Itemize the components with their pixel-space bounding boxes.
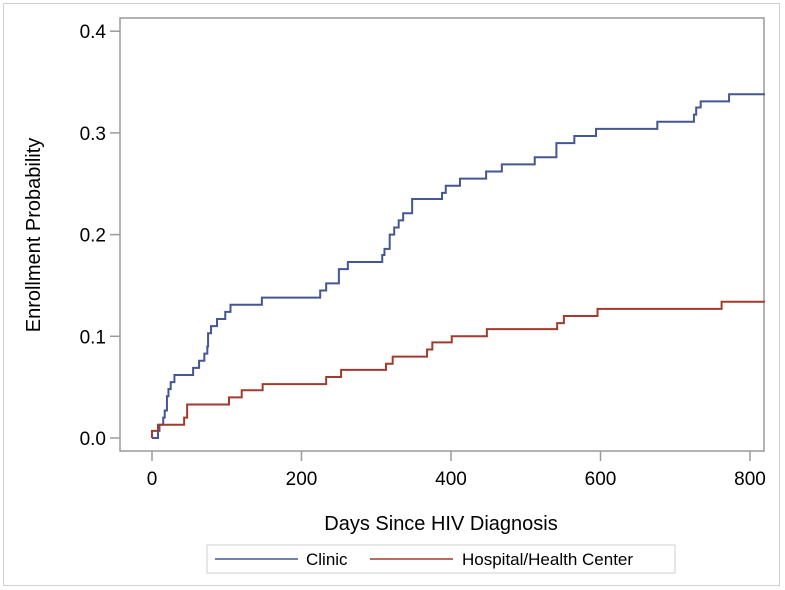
series-line-clinic [152, 93, 765, 439]
x-axis: 0 200 400 600 800 [147, 451, 766, 490]
plot-area [119, 17, 765, 452]
y-tick-label: 0.1 [80, 327, 106, 348]
x-axis-title: Days Since HIV Diagnosis [324, 513, 557, 535]
legend-label-hospital: Hospital/Health Center [462, 550, 633, 569]
y-axis-title: Enrollment Probability [23, 138, 45, 333]
y-tick-label: 0.2 [80, 226, 106, 247]
y-tick-label: 0.0 [80, 429, 106, 450]
series-group [151, 93, 765, 439]
series-line-hospital [151, 300, 765, 438]
legend: Clinic Hospital/Health Center [206, 544, 676, 574]
y-axis: 0.0 0.1 0.2 0.3 0.4 [80, 22, 120, 450]
x-tick-label: 400 [435, 469, 467, 490]
x-tick-label: 800 [734, 469, 766, 490]
y-tick-label: 0.3 [80, 124, 106, 145]
x-tick-label: 0 [147, 469, 158, 490]
x-tick-label: 600 [585, 469, 617, 490]
legend-label-clinic: Clinic [306, 550, 348, 569]
y-tick-label: 0.4 [80, 22, 107, 43]
x-tick-label: 200 [286, 469, 318, 490]
